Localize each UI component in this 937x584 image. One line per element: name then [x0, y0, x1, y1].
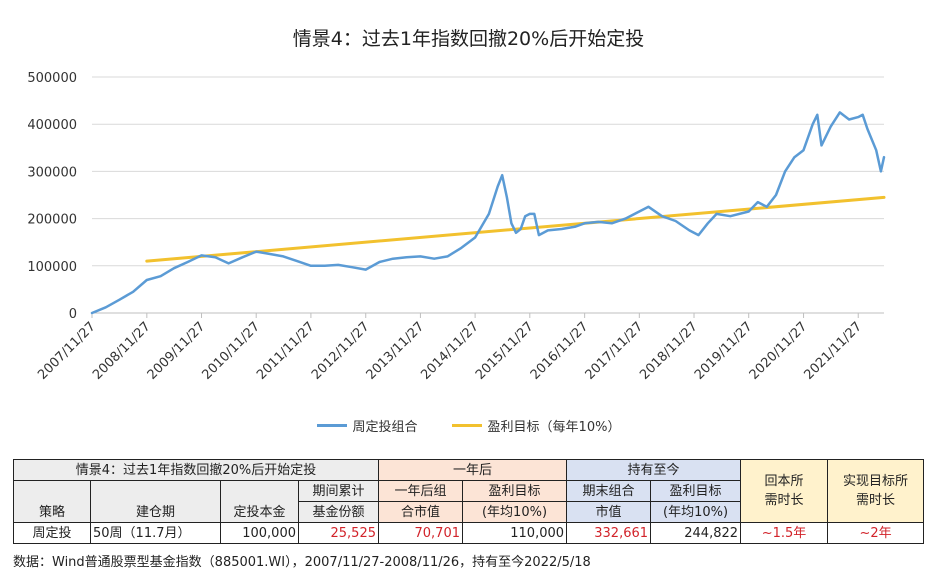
y-tick-label: 0 — [69, 307, 77, 322]
gridlines — [92, 76, 884, 314]
x-tick-label: 2018/11/27 — [637, 319, 701, 383]
table-row: 周定投 50周（11.7月） 100,000 25,525 70,701 110… — [13, 522, 925, 544]
x-tick-label: 2020/11/27 — [747, 319, 811, 383]
chart-area: 0 100000 200000 300000 400000 500000 2007/11/… — [27, 71, 886, 383]
cell-target-1y: 110,000 — [461, 522, 568, 544]
x-tick-label: 2021/11/27 — [801, 319, 865, 383]
chart-title: 情景4：过去1年指数回撤20%后开始定投 — [292, 28, 645, 50]
table-header-1y-value-1: 一年后组 — [378, 480, 463, 502]
x-tick-label: 2007/11/27 — [35, 319, 99, 383]
cell-target-end: 244,822 — [650, 522, 742, 544]
table-header-1y-target-2: (年均10%) — [461, 501, 568, 523]
y-tick-label: 500000 — [27, 71, 77, 86]
cell-value-end: 332,661 — [566, 522, 652, 544]
legend: 周定投组合 盈利目标（每年10%） — [0, 416, 937, 435]
cell-strategy: 周定投 — [13, 522, 91, 544]
recover-time-line-2: 需时长 — [764, 493, 804, 508]
x-tick-label: 2014/11/27 — [418, 319, 482, 383]
data-source-note: 数据：Wind普通股票型基金指数（885001.WI），2007/11/27-2… — [13, 555, 591, 570]
x-tick-label: 2012/11/27 — [309, 319, 373, 383]
y-axis-ticks: 0 100000 200000 300000 400000 500000 — [27, 71, 77, 322]
cell-shares: 25,525 — [298, 522, 379, 544]
table-group-hold: 持有至今 — [566, 459, 742, 481]
table-group-title: 情景4：过去1年指数回撤20%后开始定投 — [13, 459, 379, 481]
legend-item-target: 盈利目标（每年10%） — [451, 416, 621, 435]
cell-period: 50周（11.7月） — [90, 522, 221, 544]
target-time-line-1: 实现目标所 — [843, 474, 909, 489]
table-group-one-year: 一年后 — [377, 459, 568, 481]
table-header-recover-time: 回本所 需时长 — [740, 459, 829, 523]
x-tick-label: 2010/11/27 — [199, 319, 263, 383]
cell-target-time: ~2年 — [827, 522, 925, 544]
table-header-shares-2: 基金份额 — [298, 501, 379, 523]
y-tick-label: 400000 — [27, 118, 77, 133]
legend-label-portfolio: 周定投组合 — [352, 420, 418, 435]
x-tick-label: 2008/11/27 — [90, 319, 154, 383]
table-header-end-value-1: 期末组合 — [566, 480, 652, 502]
table-header-end-value-2: 市值 — [566, 501, 652, 523]
x-tick-label: 2017/11/27 — [583, 319, 647, 383]
x-tick-label: 2019/11/27 — [692, 319, 756, 383]
summary-table: 情景4：过去1年指数回撤20%后开始定投 一年后 持有至今 回本所 需时长 实现… — [13, 459, 925, 544]
x-tick-label: 2016/11/27 — [528, 319, 592, 383]
y-tick-label: 200000 — [27, 213, 77, 228]
cell-value-1y: 70,701 — [378, 522, 463, 544]
x-axis-ticks: 2007/11/272008/11/272009/11/272010/11/27… — [35, 313, 865, 383]
x-tick-label: 2009/11/27 — [145, 319, 209, 383]
x-tick-label: 2015/11/27 — [473, 319, 537, 383]
cell-recover-time: ~1.5年 — [740, 522, 829, 544]
legend-swatch-target — [451, 424, 482, 427]
portfolio-line — [90, 111, 886, 315]
legend-swatch-portfolio — [316, 424, 347, 427]
legend-label-target: 盈利目标（每年10%） — [487, 420, 621, 435]
table-header-1y-value-2: 合市值 — [378, 501, 463, 523]
table-header-end-target-1: 盈利目标 — [650, 480, 742, 502]
target-time-line-2: 需时长 — [856, 493, 896, 508]
cell-principal: 100,000 — [220, 522, 299, 544]
recover-time-line-1: 回本所 — [764, 474, 804, 489]
table-header-1y-target-1: 盈利目标 — [461, 480, 568, 502]
table-header-period: 建仓期 — [90, 480, 221, 523]
y-tick-label: 100000 — [27, 260, 77, 275]
legend-item-portfolio: 周定投组合 — [316, 416, 418, 435]
table-header-shares-1: 期间累计 — [298, 480, 379, 502]
table-header-end-target-2: (年均10%) — [650, 501, 742, 523]
table-header-principal: 定投本金 — [220, 480, 299, 523]
y-tick-label: 300000 — [27, 165, 77, 180]
x-tick-label: 2013/11/27 — [364, 319, 428, 383]
table-header-strategy: 策略 — [13, 480, 91, 523]
series-lines — [90, 111, 886, 315]
table-header-target-time: 实现目标所 需时长 — [827, 459, 925, 523]
x-tick-label: 2011/11/27 — [254, 319, 318, 383]
